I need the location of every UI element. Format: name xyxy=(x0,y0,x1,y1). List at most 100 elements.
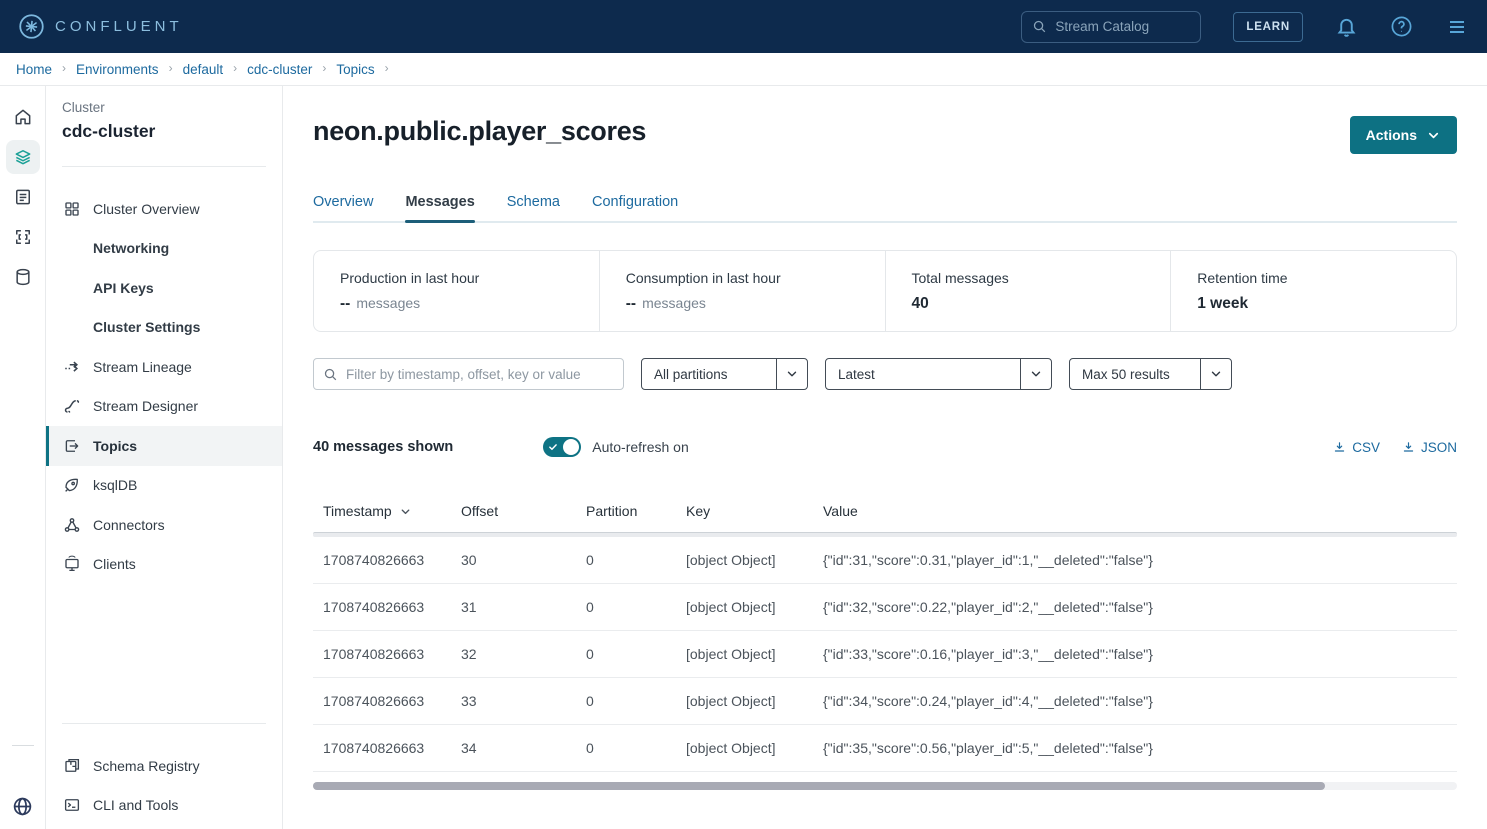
clients-icon xyxy=(62,555,82,573)
download-json-link[interactable]: JSON xyxy=(1402,440,1457,455)
column-label: Timestamp xyxy=(323,503,392,519)
sidebar-item-clients[interactable]: Clients xyxy=(46,545,282,585)
sidebar-item-label: CLI and Tools xyxy=(93,797,179,814)
breadcrumb-environments[interactable]: Environments xyxy=(76,61,159,77)
message-filters: All partitions Latest Max 50 results xyxy=(313,358,1457,390)
column-header-value: Value xyxy=(823,503,858,519)
cell-key: [object Object] xyxy=(686,552,776,568)
chevron-right-icon: › xyxy=(168,61,173,75)
flow-map-icon[interactable] xyxy=(6,220,40,254)
messages-toolbar: 40 messages shown Auto-refresh on xyxy=(313,437,1457,457)
lineage-icon xyxy=(62,358,82,376)
sidebar-divider xyxy=(62,166,266,167)
download-icon xyxy=(1402,441,1415,454)
partition-select[interactable]: All partitions xyxy=(641,358,808,390)
sidebar-item-networking[interactable]: Networking xyxy=(46,229,282,269)
chevron-right-icon: › xyxy=(384,61,389,75)
column-header-timestamp[interactable]: Timestamp xyxy=(313,503,451,519)
tab-messages[interactable]: Messages xyxy=(405,194,476,223)
table-row[interactable]: 1708740826663 30 0 [object Object] {"id"… xyxy=(313,537,1457,584)
rail-divider xyxy=(11,745,34,746)
tab-overview[interactable]: Overview xyxy=(313,194,374,210)
table-row[interactable]: 1708740826663 34 0 [object Object] {"id"… xyxy=(313,725,1457,772)
home-icon[interactable] xyxy=(6,100,40,134)
message-filter-search[interactable] xyxy=(313,358,624,390)
table-header-separator xyxy=(313,532,1457,537)
confluent-logo-icon xyxy=(18,13,45,40)
learn-button[interactable]: LEARN xyxy=(1233,11,1303,42)
table-row[interactable]: 1708740826663 33 0 [object Object] {"id"… xyxy=(313,678,1457,725)
help-icon[interactable] xyxy=(1390,15,1413,38)
cell-partition: 0 xyxy=(586,693,594,709)
cell-key: [object Object] xyxy=(686,693,776,709)
hamburger-menu-icon[interactable] xyxy=(1445,15,1469,39)
breadcrumb-cdc-cluster[interactable]: cdc-cluster xyxy=(247,61,313,77)
sidebar-item-label: Topics xyxy=(93,437,138,454)
table-row[interactable]: 1708740826663 32 0 [object Object] {"id"… xyxy=(313,631,1457,678)
cell-offset: 33 xyxy=(461,693,477,709)
icon-rail xyxy=(0,86,46,829)
cell-value: {"id":32,"score":0.22,"player_id":2,"__d… xyxy=(823,599,1153,615)
stat-value: -- xyxy=(340,295,351,312)
sidebar-item-stream-lineage[interactable]: Stream Lineage xyxy=(46,347,282,387)
sidebar-item-cluster-overview[interactable]: Cluster Overview xyxy=(46,189,282,229)
actions-button[interactable]: Actions xyxy=(1349,116,1457,154)
sidebar-item-label: Stream Designer xyxy=(93,398,199,415)
auto-refresh-toggle[interactable] xyxy=(543,437,582,457)
breadcrumb-default[interactable]: default xyxy=(182,61,224,77)
actions-button-label: Actions xyxy=(1365,127,1417,143)
sidebar-item-stream-designer[interactable]: Stream Designer xyxy=(46,387,282,427)
sidebar-item-label: Clients xyxy=(93,556,136,573)
cell-offset: 34 xyxy=(461,740,477,756)
toggle-knob xyxy=(563,439,580,455)
chevron-down-icon xyxy=(1426,128,1441,143)
sidebar-item-label: Networking xyxy=(93,240,170,257)
sidebar-item-schema-registry[interactable]: Schema Registry xyxy=(46,746,282,786)
limit-select[interactable]: Max 50 results xyxy=(1069,358,1232,390)
scrollbar-thumb[interactable] xyxy=(313,782,1326,790)
horizontal-scrollbar[interactable] xyxy=(313,782,1457,790)
sidebar-item-ksqldb[interactable]: ksqlDB xyxy=(46,466,282,506)
sidebar-item-cli-and-tools[interactable]: CLI and Tools xyxy=(46,786,282,826)
sidebar-item-api-keys[interactable]: API Keys xyxy=(46,268,282,308)
cell-key: [object Object] xyxy=(686,599,776,615)
environments-icon[interactable] xyxy=(5,140,40,174)
breadcrumb-topics[interactable]: Topics xyxy=(336,61,375,77)
sidebar-item-connectors[interactable]: Connectors xyxy=(46,505,282,545)
connectors-icon xyxy=(62,516,82,534)
sidebar-item-label: Connectors xyxy=(93,516,165,533)
table-header-row: Timestamp Offset Partition Key Value xyxy=(313,490,1457,532)
terminal-icon xyxy=(62,796,82,814)
download-csv-link[interactable]: CSV xyxy=(1333,440,1380,455)
stat-value: -- xyxy=(625,295,637,312)
sidebar-item-label: Schema Registry xyxy=(93,757,200,774)
breadcrumb-home[interactable]: Home xyxy=(16,61,53,77)
cell-value: {"id":31,"score":0.31,"player_id":1,"__d… xyxy=(823,552,1153,568)
tab-configuration[interactable]: Configuration xyxy=(591,194,679,210)
notifications-bell-icon[interactable] xyxy=(1335,15,1358,38)
database-icon[interactable] xyxy=(6,260,40,294)
document-icon[interactable] xyxy=(6,180,40,214)
stat-value: 40 xyxy=(911,295,929,312)
check-icon xyxy=(548,442,558,452)
stream-catalog-search[interactable] xyxy=(1021,10,1202,43)
confluent-logo[interactable]: CONFLUENT xyxy=(18,13,183,40)
chevron-down-icon xyxy=(1020,359,1051,389)
globe-icon[interactable] xyxy=(12,796,33,817)
table-row[interactable]: 1708740826663 31 0 [object Object] {"id"… xyxy=(313,584,1457,631)
order-select[interactable]: Latest xyxy=(825,358,1052,390)
sidebar-item-cluster-settings[interactable]: Cluster Settings xyxy=(46,308,282,348)
sidebar-item-topics[interactable]: Topics xyxy=(46,426,282,466)
stream-catalog-input[interactable] xyxy=(1055,19,1191,34)
tab-schema[interactable]: Schema xyxy=(506,194,560,210)
sidebar-section-label: Cluster xyxy=(62,100,105,115)
search-icon xyxy=(1032,19,1047,34)
cell-timestamp: 1708740826663 xyxy=(323,646,425,662)
topics-icon xyxy=(62,437,82,455)
message-filter-input[interactable] xyxy=(346,366,614,382)
sidebar-footer: Schema Registry CLI and Tools xyxy=(46,723,282,829)
ksqldb-icon xyxy=(62,476,82,494)
stat-suffix: messages xyxy=(356,295,421,311)
cell-key: [object Object] xyxy=(686,740,776,756)
brand-name: CONFLUENT xyxy=(55,18,183,35)
